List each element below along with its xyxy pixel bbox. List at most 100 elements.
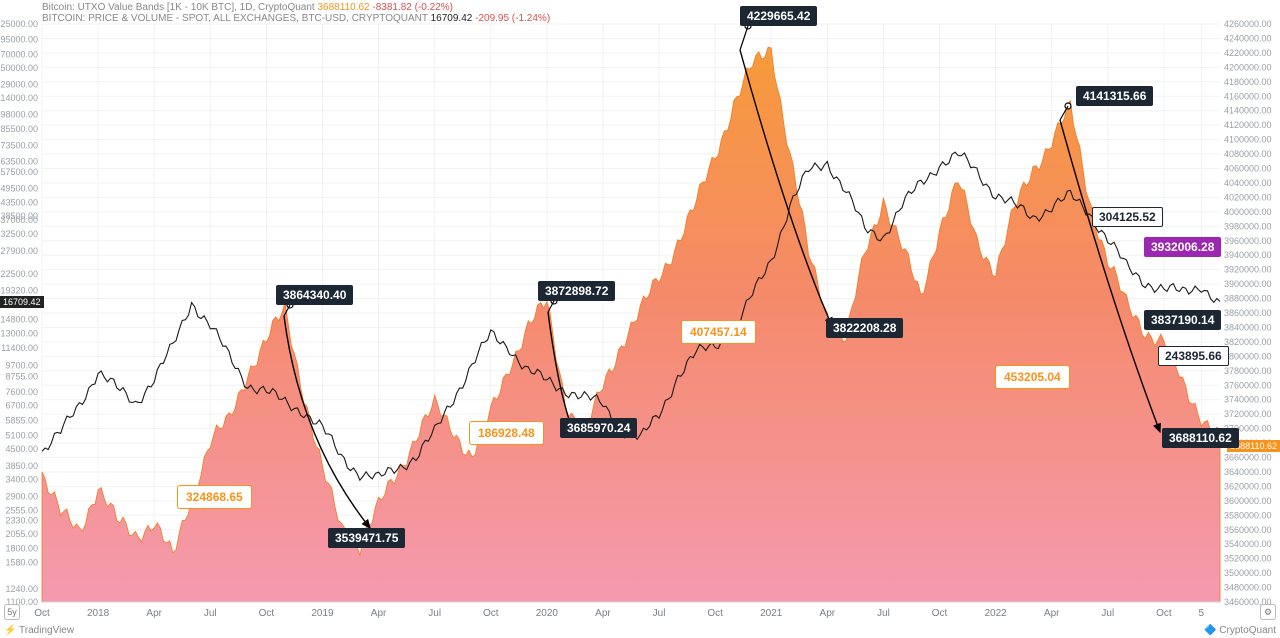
- svg-text:38500.00: 38500.00: [0, 211, 38, 221]
- svg-text:3780000.00: 3780000.00: [1224, 366, 1272, 376]
- svg-text:49500.00: 49500.00: [0, 183, 38, 193]
- svg-text:3600000.00: 3600000.00: [1224, 496, 1272, 506]
- svg-text:4100000.00: 4100000.00: [1224, 135, 1272, 145]
- svg-text:22500.00: 22500.00: [0, 269, 38, 279]
- series1-change: -8381.82 (-0.22%): [372, 2, 453, 13]
- svg-text:4060000.00: 4060000.00: [1224, 164, 1272, 174]
- svg-text:27900.00: 27900.00: [0, 246, 38, 256]
- svg-text:3560000.00: 3560000.00: [1224, 525, 1272, 535]
- svg-text:4240000.00: 4240000.00: [1224, 33, 1272, 43]
- annotation-label: 243895.66: [1158, 346, 1229, 366]
- svg-text:Oct: Oct: [1156, 608, 1172, 619]
- svg-text:3840000.00: 3840000.00: [1224, 322, 1272, 332]
- svg-text:3620000.00: 3620000.00: [1224, 481, 1272, 491]
- annotation-label: 3872898.72: [538, 281, 615, 301]
- svg-text:1800.00: 1800.00: [5, 544, 38, 554]
- svg-text:6700.00: 6700.00: [5, 401, 38, 411]
- annotation-label: 4229665.42: [740, 6, 817, 26]
- svg-text:Jul: Jul: [428, 608, 441, 619]
- annotation-label: 3837190.14: [1144, 310, 1221, 330]
- svg-text:3400.00: 3400.00: [5, 474, 38, 484]
- svg-text:3480000.00: 3480000.00: [1224, 583, 1272, 593]
- svg-text:8755.00: 8755.00: [5, 372, 38, 382]
- svg-text:3760000.00: 3760000.00: [1224, 380, 1272, 390]
- svg-text:1580.00: 1580.00: [5, 558, 38, 568]
- annotation-label: 3688110.62: [1162, 428, 1239, 448]
- svg-text:Oct: Oct: [707, 608, 723, 619]
- annotation-label: 324868.65: [178, 486, 251, 508]
- svg-text:4080000.00: 4080000.00: [1224, 149, 1272, 159]
- annotation-label: 3822208.28: [826, 318, 903, 338]
- svg-text:43500.00: 43500.00: [0, 198, 38, 208]
- series1-title: Bitcoin: UTXO Value Bands [1K - 10K BTC]…: [42, 2, 315, 13]
- svg-text:63500.00: 63500.00: [0, 156, 38, 166]
- area-series-layer: [42, 47, 1220, 602]
- svg-text:3500000.00: 3500000.00: [1224, 568, 1272, 578]
- svg-text:4220000.00: 4220000.00: [1224, 48, 1272, 58]
- svg-text:4160000.00: 4160000.00: [1224, 91, 1272, 101]
- chart-header: Bitcoin: UTXO Value Bands [1K - 10K BTC]…: [42, 2, 550, 24]
- svg-text:5855.00: 5855.00: [5, 415, 38, 425]
- svg-text:195000.00: 195000.00: [0, 35, 38, 45]
- settings-icon[interactable]: ⚙: [1260, 604, 1276, 620]
- svg-text:114000.00: 114000.00: [0, 93, 38, 103]
- range-5y-button[interactable]: 5y: [4, 604, 20, 620]
- svg-text:Oct: Oct: [34, 608, 50, 619]
- svg-text:98000.00: 98000.00: [0, 109, 38, 119]
- svg-text:Jul: Jul: [1101, 608, 1114, 619]
- svg-text:4020000.00: 4020000.00: [1224, 192, 1272, 202]
- svg-text:3640000.00: 3640000.00: [1224, 467, 1272, 477]
- svg-text:4120000.00: 4120000.00: [1224, 120, 1272, 130]
- svg-text:Apr: Apr: [146, 608, 162, 619]
- svg-text:3720000.00: 3720000.00: [1224, 409, 1272, 419]
- annotation-label: 407457.14: [682, 321, 755, 343]
- svg-text:3540000.00: 3540000.00: [1224, 539, 1272, 549]
- svg-text:3900000.00: 3900000.00: [1224, 279, 1272, 289]
- annotation-label: 186928.48: [470, 422, 543, 444]
- svg-text:14800.00: 14800.00: [0, 315, 38, 325]
- annotation-label: 304125.52: [1092, 207, 1163, 227]
- svg-text:Apr: Apr: [820, 608, 836, 619]
- left-axis-current-badge: 16709.42: [0, 296, 44, 308]
- series2-title: BITCOIN: PRICE & VOLUME - SPOT, ALL EXCH…: [42, 13, 428, 24]
- svg-text:19320.00: 19320.00: [0, 286, 38, 296]
- chart-container: Bitcoin: UTXO Value Bands [1K - 10K BTC]…: [0, 0, 1280, 638]
- annotation-label: 453205.04: [996, 366, 1069, 388]
- svg-text:3800000.00: 3800000.00: [1224, 351, 1272, 361]
- svg-text:3940000.00: 3940000.00: [1224, 250, 1272, 260]
- svg-text:225000.00: 225000.00: [0, 19, 38, 29]
- svg-text:4500.00: 4500.00: [5, 444, 38, 454]
- footer-cryptoquant: 🔷 CryptoQuant: [1204, 625, 1276, 636]
- svg-text:2019: 2019: [311, 608, 334, 619]
- svg-text:1240.00: 1240.00: [5, 584, 38, 594]
- series2-change: -209.95 (-1.24%): [475, 13, 550, 24]
- svg-text:4180000.00: 4180000.00: [1224, 77, 1272, 87]
- svg-text:13000.00: 13000.00: [0, 329, 38, 339]
- svg-text:85500.00: 85500.00: [0, 124, 38, 134]
- svg-text:Oct: Oct: [259, 608, 275, 619]
- svg-text:2330.00: 2330.00: [5, 515, 38, 525]
- svg-text:129000.00: 129000.00: [0, 79, 38, 89]
- svg-text:Oct: Oct: [932, 608, 948, 619]
- series1-value: 3688110.62: [318, 2, 370, 13]
- svg-text:3520000.00: 3520000.00: [1224, 554, 1272, 564]
- svg-text:3580000.00: 3580000.00: [1224, 510, 1272, 520]
- svg-text:3880000.00: 3880000.00: [1224, 294, 1272, 304]
- svg-text:73500.00: 73500.00: [0, 141, 38, 151]
- svg-text:2021: 2021: [760, 608, 783, 619]
- svg-text:2055.00: 2055.00: [5, 529, 38, 539]
- annotation-label: 3932006.28: [1144, 237, 1221, 257]
- svg-text:Apr: Apr: [1044, 608, 1060, 619]
- svg-text:5100.00: 5100.00: [5, 430, 38, 440]
- svg-text:3660000.00: 3660000.00: [1224, 453, 1272, 463]
- svg-text:4000000.00: 4000000.00: [1224, 207, 1272, 217]
- svg-text:5: 5: [1199, 608, 1205, 619]
- svg-text:Apr: Apr: [595, 608, 611, 619]
- svg-text:11400.00: 11400.00: [1, 343, 38, 353]
- svg-text:3860000.00: 3860000.00: [1224, 308, 1272, 318]
- svg-text:57500.00: 57500.00: [0, 167, 38, 177]
- annotation-label: 4141315.66: [1076, 86, 1153, 106]
- left-axis: 1100.001240.001580.001800.002055.002330.…: [0, 19, 38, 607]
- svg-text:4200000.00: 4200000.00: [1224, 62, 1272, 72]
- svg-text:9700.00: 9700.00: [5, 361, 38, 371]
